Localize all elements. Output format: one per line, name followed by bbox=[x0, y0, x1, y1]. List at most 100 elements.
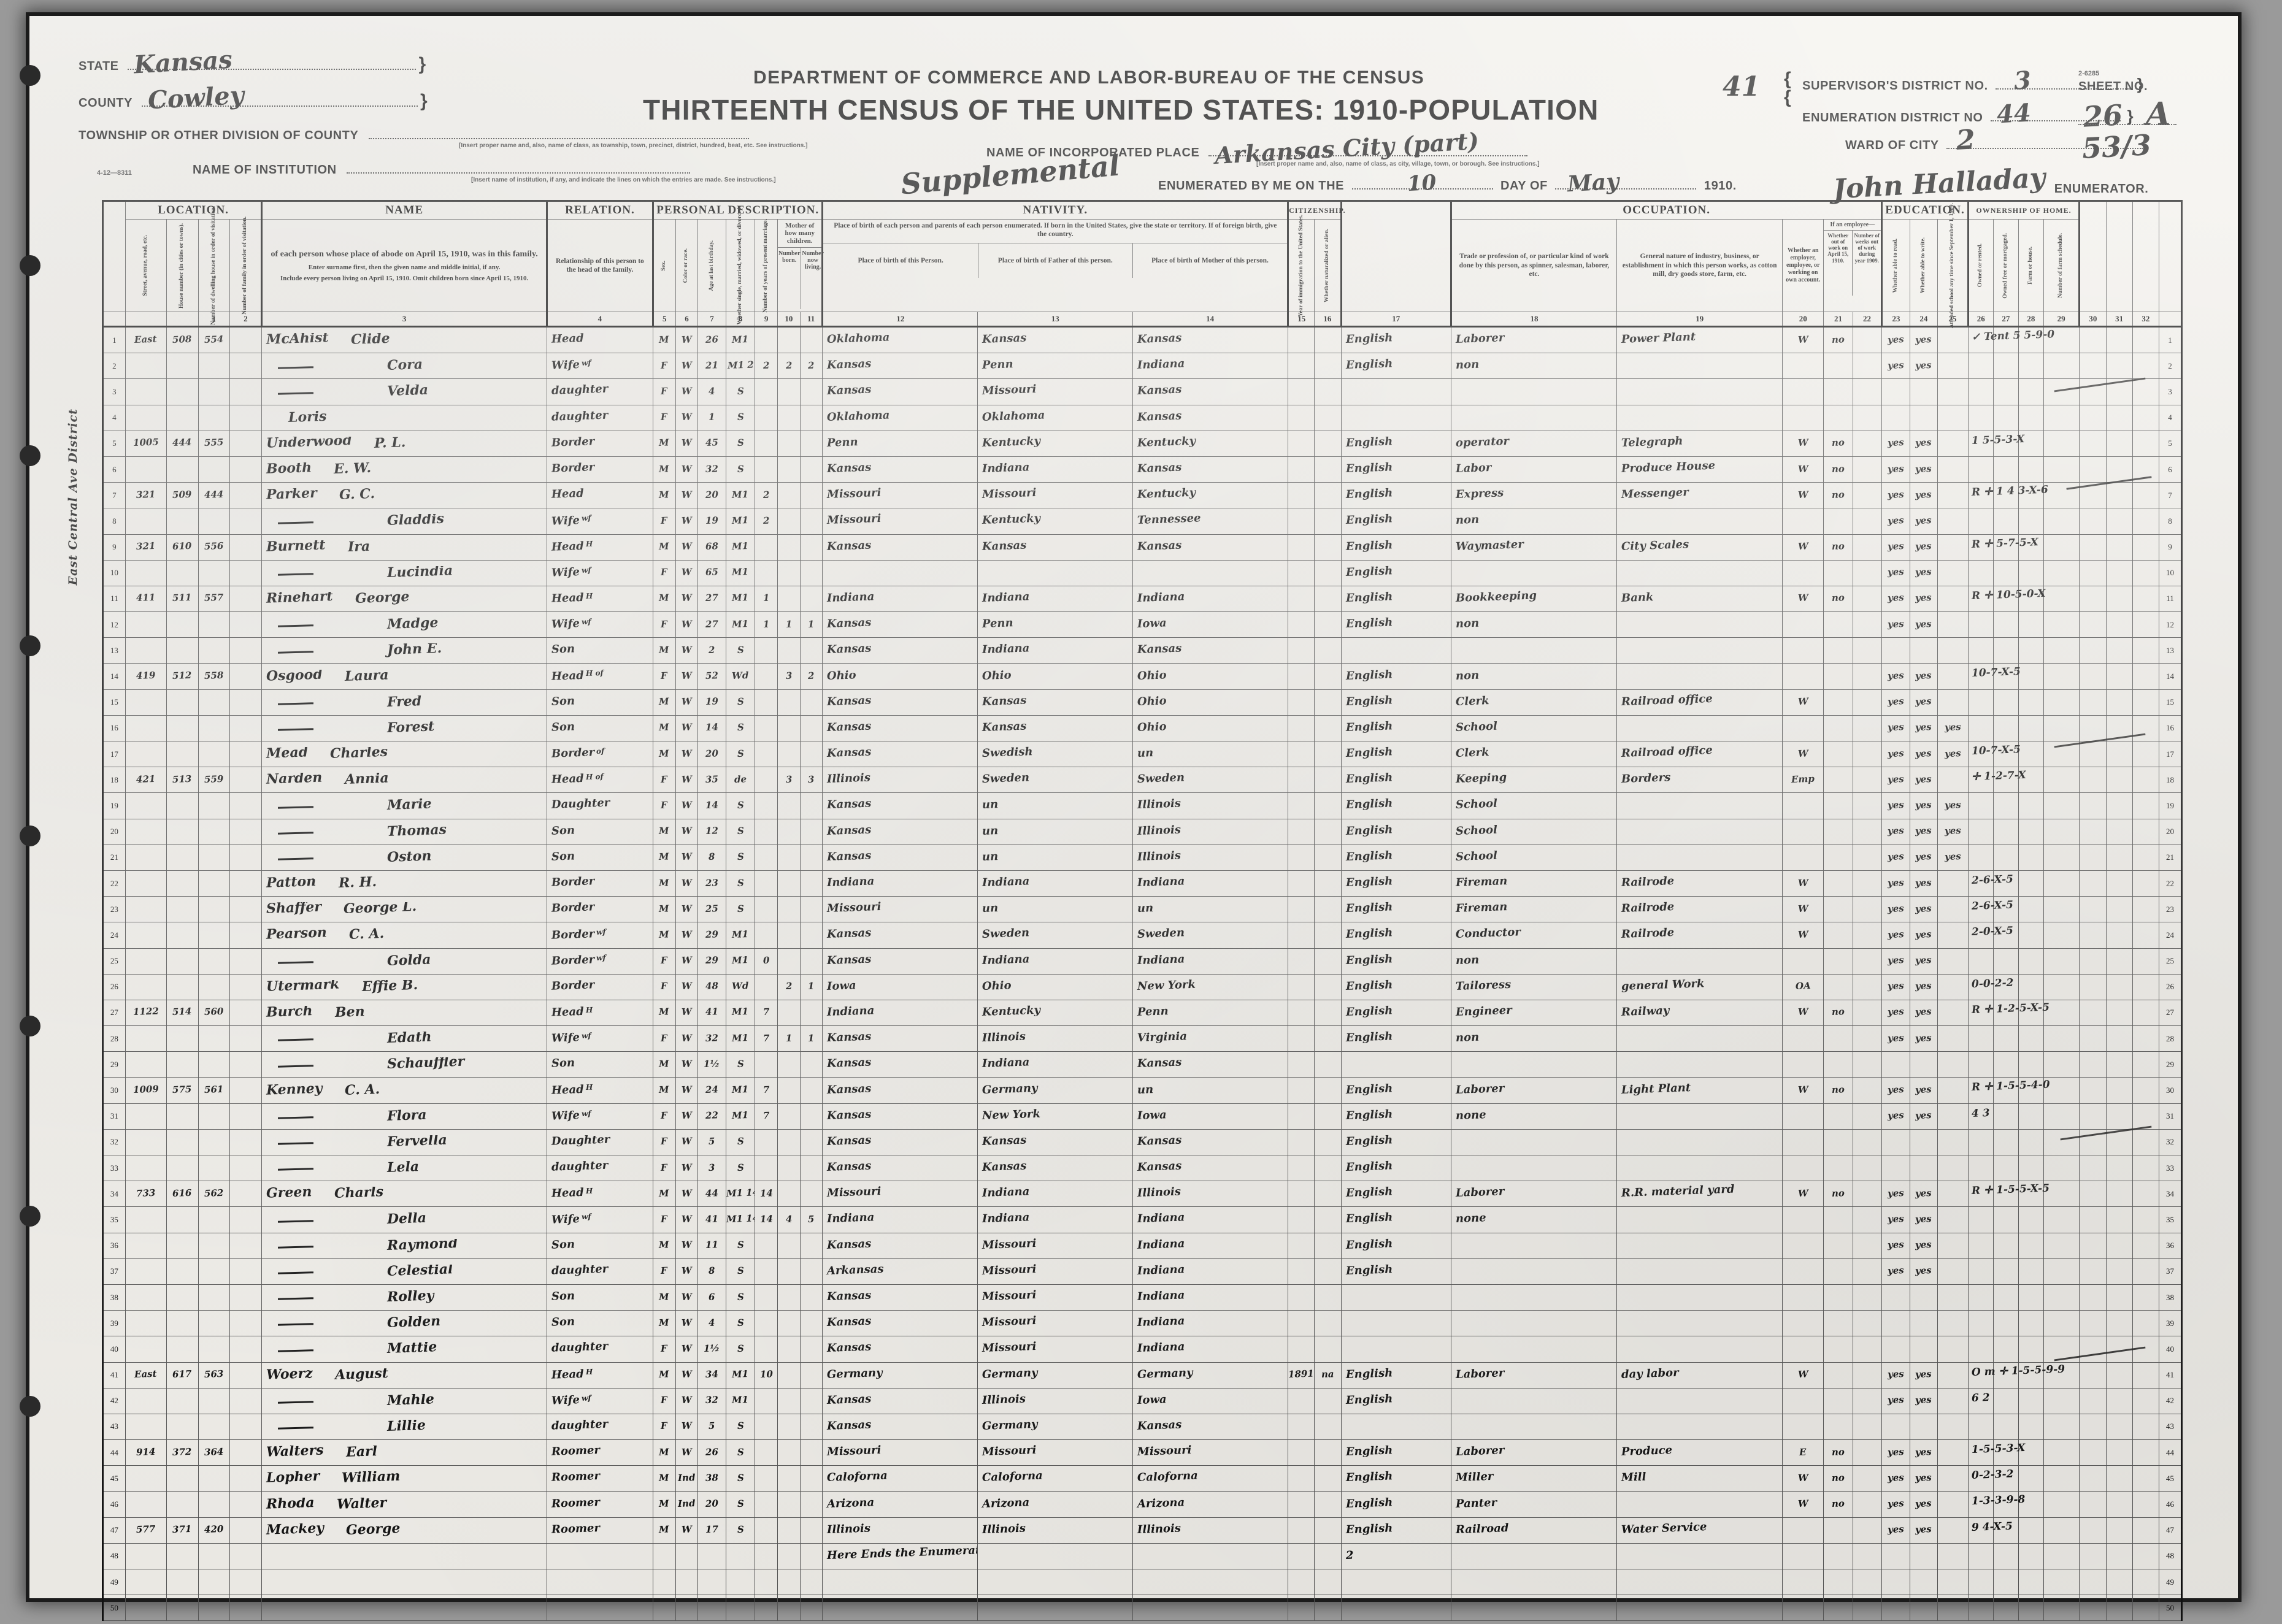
cell-naturalized[interactable] bbox=[1314, 767, 1342, 794]
cell-age[interactable]: 6 bbox=[697, 1284, 726, 1311]
cell-farm-or-house[interactable] bbox=[2018, 689, 2044, 716]
cell-sex[interactable]: M bbox=[652, 534, 676, 561]
cell-dwelling-number[interactable] bbox=[198, 1568, 231, 1596]
cell-owned-free[interactable] bbox=[1992, 1128, 2019, 1156]
cell-union-survivor[interactable] bbox=[2079, 1595, 2107, 1622]
cell-employer-class[interactable] bbox=[1782, 1232, 1824, 1259]
cell-employer-class[interactable] bbox=[1782, 1051, 1824, 1078]
cell-dwelling-number[interactable] bbox=[198, 1154, 231, 1182]
cell-farm-schedule[interactable] bbox=[2043, 1206, 2080, 1233]
cell-employer-class[interactable] bbox=[1782, 1258, 1824, 1285]
cell-family-number[interactable] bbox=[229, 714, 263, 742]
cell-years-married[interactable] bbox=[755, 404, 778, 431]
cell-able-write[interactable]: yes bbox=[1909, 714, 1938, 742]
cell-race[interactable]: W bbox=[675, 1336, 699, 1363]
cell-age[interactable]: 1 bbox=[697, 404, 726, 431]
cell-years-married[interactable] bbox=[755, 637, 778, 664]
cell-owned-free[interactable] bbox=[1992, 1258, 2019, 1285]
cell-race[interactable]: W bbox=[675, 378, 699, 405]
cell-naturalized[interactable] bbox=[1314, 1051, 1342, 1078]
cell-speaks-english[interactable]: English bbox=[1340, 844, 1451, 871]
cell-able-read[interactable]: yes bbox=[1881, 818, 1910, 845]
cell-occupation-industry[interactable]: Railrode bbox=[1616, 896, 1783, 923]
cell-union-survivor[interactable]: R ✛ 1-5-5-X-5 bbox=[1972, 1181, 2107, 1208]
cell-street[interactable] bbox=[125, 1232, 167, 1259]
cell-birthplace-mother[interactable]: Ohio bbox=[1132, 663, 1289, 690]
cell-year-immigration[interactable] bbox=[1288, 1181, 1315, 1208]
cell-speaks-english[interactable]: English bbox=[1340, 1258, 1451, 1285]
cell-blind[interactable] bbox=[2105, 1232, 2133, 1259]
cell-relation[interactable]: Wife wf bbox=[546, 611, 653, 638]
cell-relation[interactable]: daughter bbox=[546, 1413, 653, 1441]
cell-farm-or-house[interactable] bbox=[2018, 456, 2044, 483]
cell-birthplace-father[interactable]: Missouri bbox=[977, 378, 1134, 405]
cell-birthplace-father[interactable]: Missouri bbox=[977, 1310, 1134, 1337]
cell-owned-free[interactable] bbox=[1992, 353, 2019, 380]
cell-dwelling-number[interactable] bbox=[198, 1025, 231, 1052]
cell-birthplace-person[interactable]: Missouri bbox=[822, 482, 978, 509]
cell-years-married[interactable] bbox=[755, 1258, 778, 1285]
cell-deaf-dumb[interactable] bbox=[2132, 559, 2159, 586]
cell-union-survivor[interactable]: 6 2 bbox=[1972, 1387, 2107, 1414]
cell-name[interactable]: Walters Earl bbox=[261, 1439, 547, 1466]
cell-year-immigration[interactable] bbox=[1288, 534, 1315, 561]
cell-blind[interactable] bbox=[2105, 740, 2133, 768]
cell-naturalized[interactable] bbox=[1314, 353, 1342, 380]
cell-birthplace-person[interactable]: Germany bbox=[822, 1362, 978, 1388]
cell-birthplace-mother[interactable]: un bbox=[1132, 896, 1289, 923]
cell-speaks-english[interactable]: English bbox=[1340, 870, 1451, 897]
cell-attended-school[interactable] bbox=[1937, 1362, 1969, 1388]
cell-birthplace-father[interactable]: Kansas bbox=[977, 1154, 1134, 1182]
cell-occupation-industry[interactable] bbox=[1616, 1154, 1783, 1182]
table-row[interactable]: 46 Rhoda Walter Roomer M Ind 20 S Arizona Arizona… bbox=[102, 1491, 2183, 1518]
cell-attended-school[interactable] bbox=[1937, 1568, 1969, 1596]
cell-dwelling-number[interactable] bbox=[198, 948, 231, 975]
cell-age[interactable]: 20 bbox=[697, 740, 726, 768]
cell-dwelling-number[interactable] bbox=[198, 1051, 231, 1078]
cell-birthplace-father[interactable] bbox=[977, 1542, 1134, 1570]
cell-employer-class[interactable]: W bbox=[1782, 456, 1824, 483]
cell-out-of-work[interactable] bbox=[1823, 792, 1853, 819]
cell-children-born[interactable]: 3 bbox=[777, 663, 801, 690]
cell-name[interactable]: Utermark Effie B. bbox=[261, 973, 547, 1000]
cell-able-write[interactable]: yes bbox=[1909, 948, 1938, 975]
cell-birthplace-mother[interactable]: Missouri bbox=[1132, 1439, 1289, 1466]
cell-union-survivor[interactable]: 10-7-X-5 bbox=[1972, 663, 2107, 690]
cell-out-of-work[interactable] bbox=[1823, 1284, 1853, 1311]
cell-naturalized[interactable] bbox=[1314, 482, 1342, 509]
cell-naturalized[interactable] bbox=[1314, 1181, 1342, 1208]
cell-family-number[interactable] bbox=[229, 844, 263, 871]
cell-birthplace-person[interactable]: Kansas bbox=[822, 689, 978, 716]
cell-years-married[interactable] bbox=[755, 326, 778, 354]
cell-relation[interactable]: daughter bbox=[546, 378, 653, 405]
cell-able-write[interactable]: yes bbox=[1909, 973, 1938, 1000]
cell-race[interactable]: W bbox=[675, 1387, 699, 1414]
cell-name[interactable]: Edath bbox=[261, 1025, 547, 1052]
cell-owned-rented[interactable] bbox=[1967, 378, 1994, 405]
table-row[interactable]: 24 Pearson C. A. Border wf M W 29 M1 Kansas Sweden… bbox=[102, 922, 2183, 949]
cell-marital-status[interactable]: M1 bbox=[725, 999, 756, 1027]
cell-street[interactable] bbox=[125, 1025, 167, 1052]
cell-dwelling-number[interactable]: 555 bbox=[198, 430, 231, 457]
cell-naturalized[interactable] bbox=[1314, 1568, 1342, 1596]
cell-birthplace-father[interactable]: Kansas bbox=[977, 326, 1134, 354]
cell-years-married[interactable]: 2 bbox=[755, 482, 778, 509]
cell-weeks-out-of-work[interactable] bbox=[1852, 353, 1883, 380]
cell-deaf-dumb[interactable] bbox=[2132, 1128, 2159, 1156]
table-row[interactable]: 36 Raymond Son M W 11 S Kansas Missouri Indiana En… bbox=[102, 1232, 2183, 1259]
cell-race[interactable]: W bbox=[675, 1025, 699, 1052]
cell-name[interactable]: Woerz August bbox=[261, 1362, 547, 1388]
cell-union-survivor[interactable]: 2-0-X-5 bbox=[1972, 922, 2107, 949]
cell-sex[interactable]: F bbox=[652, 1336, 676, 1363]
cell-year-immigration[interactable] bbox=[1288, 1465, 1315, 1492]
cell-year-immigration[interactable] bbox=[1288, 663, 1315, 690]
cell-birthplace-father[interactable]: Penn bbox=[977, 353, 1134, 380]
cell-able-write[interactable]: yes bbox=[1909, 353, 1938, 380]
cell-family-number[interactable] bbox=[229, 948, 263, 975]
cell-occupation-industry[interactable] bbox=[1616, 714, 1783, 742]
cell-attended-school[interactable] bbox=[1937, 767, 1969, 794]
cell-birthplace-father[interactable]: Missouri bbox=[977, 1232, 1134, 1259]
cell-owned-free[interactable] bbox=[1992, 1595, 2019, 1622]
cell-out-of-work[interactable]: no bbox=[1823, 585, 1853, 613]
cell-occupation-industry[interactable] bbox=[1616, 559, 1783, 586]
